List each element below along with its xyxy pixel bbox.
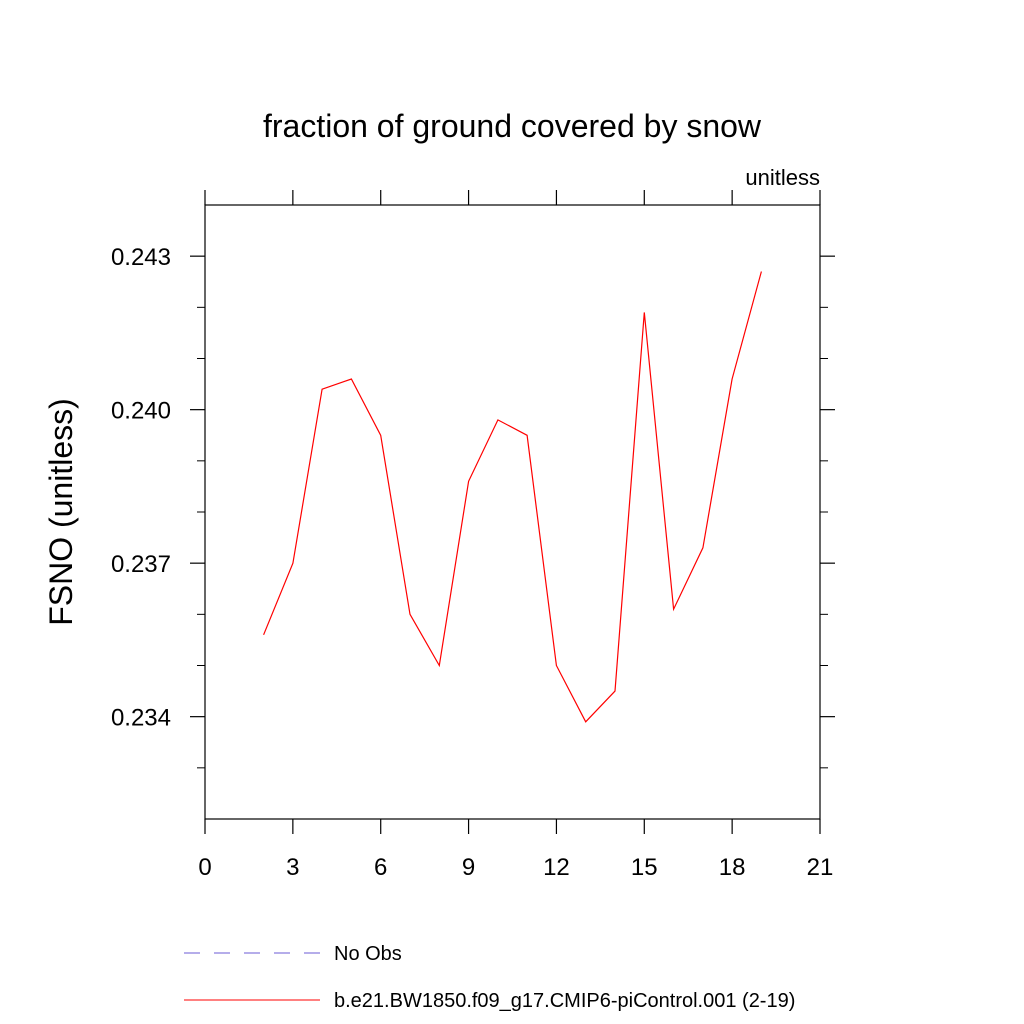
plot-frame xyxy=(204,204,821,820)
series-layer xyxy=(263,271,762,723)
chart-title: fraction of ground covered by snow xyxy=(263,108,762,144)
y-axis-label: FSNO (unitless) xyxy=(43,398,79,626)
x-tick-label: 9 xyxy=(462,854,475,881)
x-tick-label: 15 xyxy=(631,854,658,881)
axis-ticks: 0 3 6 9 12 15 18 21 0.234 0.237 0.240 0.243 xyxy=(111,190,835,881)
y-tick-label: 0.243 xyxy=(111,244,171,271)
units-label: unitless xyxy=(745,165,820,190)
y-tick-label: 0.240 xyxy=(111,398,171,425)
x-tick-label: 6 xyxy=(374,854,387,881)
y-tick-label: 0.234 xyxy=(111,705,171,732)
x-tick-label: 0 xyxy=(198,854,211,881)
x-tick-label: 18 xyxy=(719,854,746,881)
series-line xyxy=(263,271,762,723)
legend: No Obs b.e21.BW1850.f09_g17.CMIP6-piContr… xyxy=(184,943,795,1012)
x-tick-label: 12 xyxy=(543,854,570,881)
legend-label: No Obs xyxy=(334,943,402,965)
y-tick-label: 0.237 xyxy=(111,551,171,578)
legend-label: b.e21.BW1850.f09_g17.CMIP6-piControl.001… xyxy=(334,990,795,1012)
x-tick-label: 3 xyxy=(286,854,299,881)
x-tick-label: 21 xyxy=(807,854,834,881)
